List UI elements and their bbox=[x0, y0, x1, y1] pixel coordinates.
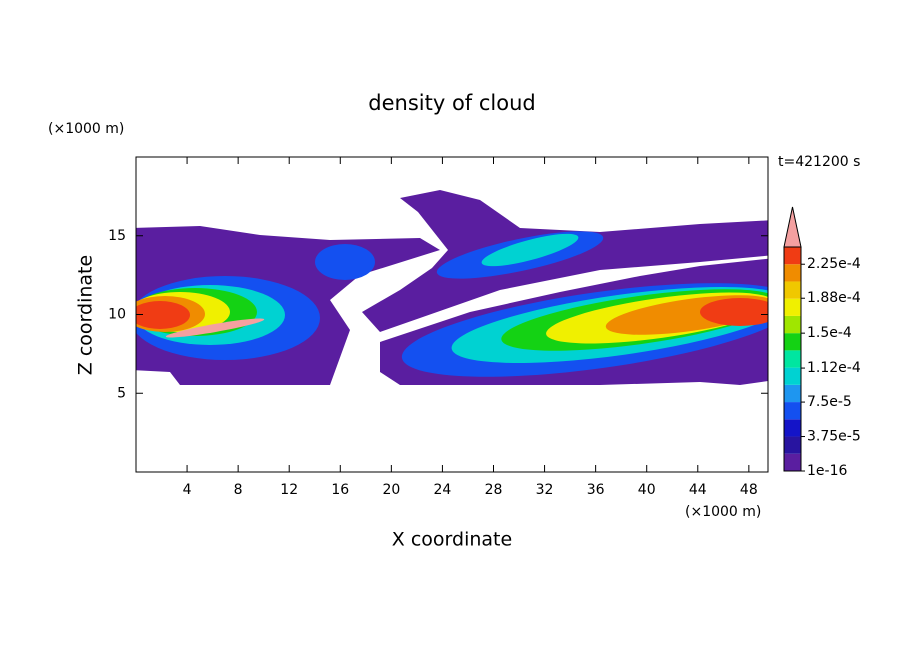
colorbar-band bbox=[784, 419, 801, 437]
colorbar-band bbox=[784, 247, 801, 265]
x-tick-label: 36 bbox=[587, 482, 605, 498]
contour-region bbox=[136, 301, 190, 329]
colorbar-tick-label: 2.25e-4 bbox=[807, 256, 861, 272]
time-annotation: t=421200 s bbox=[778, 154, 860, 170]
x-tick-label: 48 bbox=[740, 482, 758, 498]
x-tick-label: 8 bbox=[234, 482, 243, 498]
colorbar-tick-label: 1e-16 bbox=[807, 463, 847, 479]
colorbar-frame bbox=[783, 246, 802, 472]
contour-region bbox=[481, 233, 579, 267]
x-tick-label: 32 bbox=[536, 482, 554, 498]
x-axis-label: X coordinate bbox=[392, 529, 512, 551]
x-tick-label: 40 bbox=[638, 482, 656, 498]
y-tick-label: 15 bbox=[108, 228, 126, 244]
colorbar-tick-label: 1.12e-4 bbox=[807, 360, 861, 376]
contour-region bbox=[165, 318, 265, 338]
contour-region bbox=[362, 190, 768, 332]
colorbar-tick-label: 1.88e-4 bbox=[807, 290, 861, 306]
colorbar-band bbox=[784, 453, 801, 471]
x-tick-label: 16 bbox=[331, 482, 349, 498]
contour-region bbox=[700, 298, 768, 326]
x-tick-label: 44 bbox=[689, 482, 707, 498]
x-tick-label: 20 bbox=[382, 482, 400, 498]
contour-field bbox=[136, 190, 768, 385]
colorbar-band bbox=[784, 315, 801, 334]
x-tick-label: 12 bbox=[280, 482, 298, 498]
colorbar-band bbox=[784, 367, 801, 385]
colorbar-band bbox=[784, 281, 801, 299]
colorbar-tick-label: 7.5e-5 bbox=[807, 394, 852, 410]
y-unit: (×1000 m) bbox=[48, 121, 124, 137]
colorbar-tick-label: 3.75e-5 bbox=[807, 429, 861, 445]
y-tick-label: 10 bbox=[108, 307, 126, 323]
colorbar-band bbox=[784, 333, 801, 351]
contour-region bbox=[315, 244, 375, 280]
colorbar-band bbox=[784, 264, 801, 282]
x-unit: (×1000 m) bbox=[685, 504, 761, 520]
colorbar-band bbox=[784, 436, 801, 454]
colorbar-band bbox=[784, 384, 801, 403]
colorbar-tick-label: 1.5e-4 bbox=[807, 325, 852, 341]
x-tick-label: 24 bbox=[434, 482, 452, 498]
colorbar-band bbox=[784, 298, 801, 316]
chart-title: density of cloud bbox=[368, 91, 535, 115]
colorbar-band bbox=[784, 402, 801, 420]
x-tick-label: 28 bbox=[485, 482, 503, 498]
colorbar-band bbox=[784, 350, 801, 368]
y-tick-label: 5 bbox=[117, 385, 126, 401]
y-axis-label: Z coordinate bbox=[75, 255, 97, 375]
x-tick-label: 4 bbox=[183, 482, 192, 498]
